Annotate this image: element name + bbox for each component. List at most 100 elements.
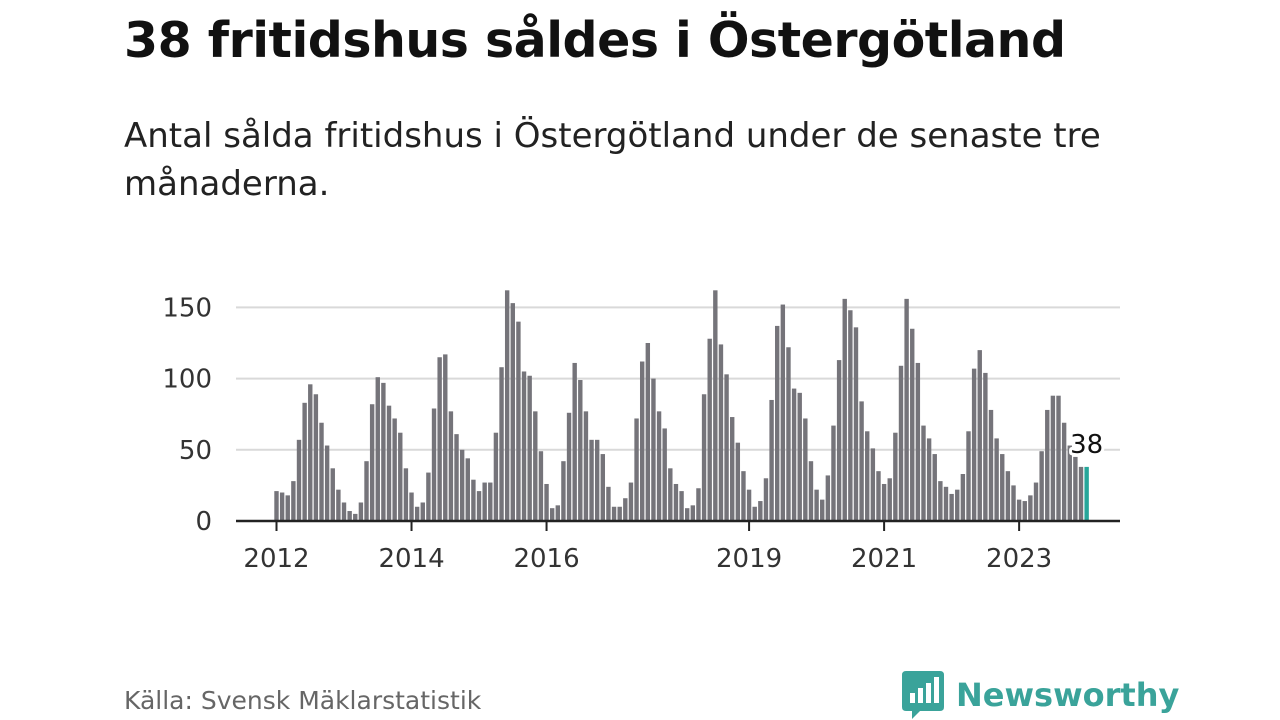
bar xyxy=(443,354,448,521)
y-axis-ticks: 0 50 100 150 xyxy=(162,293,212,537)
bar xyxy=(398,432,403,521)
bar xyxy=(662,428,667,521)
bar xyxy=(527,375,532,521)
bar xyxy=(791,388,797,521)
bar xyxy=(932,454,937,521)
x-axis-ticks: 2012 2014 2016 2019 2021 2023 xyxy=(243,521,1052,574)
bar xyxy=(842,298,847,521)
highlight-value-label: 38 xyxy=(1070,430,1103,460)
bar xyxy=(471,479,476,521)
bar xyxy=(960,474,966,521)
bar xyxy=(994,438,999,521)
bar xyxy=(617,506,622,521)
bar xyxy=(426,472,431,521)
bar xyxy=(623,498,628,521)
bar xyxy=(600,454,606,521)
bar xyxy=(769,399,774,521)
bar xyxy=(510,303,515,521)
bar xyxy=(589,439,594,521)
bar xyxy=(308,384,313,521)
bar xyxy=(696,488,701,521)
bar xyxy=(656,411,662,521)
bar xyxy=(752,506,757,521)
bar xyxy=(296,439,302,521)
bar xyxy=(561,461,566,521)
bar xyxy=(403,468,409,521)
bar xyxy=(718,344,724,521)
bar xyxy=(977,350,982,521)
bar xyxy=(955,489,960,521)
bar xyxy=(724,374,729,521)
y-tick-label-50: 50 xyxy=(179,436,212,466)
y-tick-label-150: 150 xyxy=(162,293,212,323)
bars xyxy=(274,290,1089,521)
bar xyxy=(1067,445,1072,521)
bar xyxy=(915,362,921,521)
bar xyxy=(347,511,352,521)
bar xyxy=(730,417,735,521)
bar xyxy=(1078,466,1084,521)
bar xyxy=(881,483,887,521)
bar xyxy=(611,506,617,521)
bar xyxy=(606,486,611,521)
bar xyxy=(988,409,994,521)
chart-subtitle: Antal sålda fritidshus i Östergötland un… xyxy=(124,116,1101,204)
bar xyxy=(1016,499,1022,521)
bar xyxy=(420,502,425,521)
bar xyxy=(1028,495,1033,521)
bar xyxy=(859,401,864,521)
bar xyxy=(437,357,442,521)
bar xyxy=(701,394,707,521)
bar xyxy=(904,298,909,521)
bar xyxy=(741,471,746,521)
bar xyxy=(1039,451,1044,521)
bar xyxy=(780,304,786,521)
bar xyxy=(544,483,549,521)
bar xyxy=(887,478,892,521)
bar xyxy=(313,394,319,521)
bar xyxy=(392,418,397,521)
bar xyxy=(628,482,634,521)
bar xyxy=(870,448,876,521)
bar xyxy=(651,378,656,521)
bar xyxy=(330,468,335,521)
x-tick-label-2014: 2014 xyxy=(378,544,444,574)
bar xyxy=(943,486,949,521)
bar xyxy=(414,506,420,521)
bar xyxy=(386,405,392,521)
chart-title: 38 fritidshus såldes i Östergötland xyxy=(124,12,1066,69)
bar xyxy=(381,382,386,521)
bar xyxy=(831,425,836,521)
bar xyxy=(375,377,380,521)
bar xyxy=(555,505,560,521)
bar xyxy=(673,483,679,521)
bar xyxy=(1011,485,1016,521)
bar xyxy=(572,362,577,521)
bar xyxy=(938,481,943,521)
bar xyxy=(1045,409,1050,521)
brand-name: Newsworthy xyxy=(956,676,1180,714)
bar xyxy=(786,347,791,521)
bar xyxy=(369,404,375,521)
bar xyxy=(983,372,988,521)
bar xyxy=(454,434,459,521)
bar xyxy=(707,338,712,521)
bar xyxy=(775,325,780,521)
bar xyxy=(302,402,307,521)
bar xyxy=(645,343,651,521)
bar xyxy=(488,482,493,521)
bar xyxy=(690,505,696,521)
bar xyxy=(516,321,521,521)
bar xyxy=(758,501,763,521)
bar xyxy=(482,482,487,521)
bar xyxy=(409,492,414,521)
bar xyxy=(848,310,853,521)
bar xyxy=(285,495,290,521)
bar xyxy=(1061,422,1067,521)
bar xyxy=(836,360,842,521)
bar xyxy=(448,411,454,521)
bar xyxy=(274,491,279,521)
bar xyxy=(735,442,741,521)
bar xyxy=(336,489,341,521)
value-labels: 38 xyxy=(1067,427,1106,463)
